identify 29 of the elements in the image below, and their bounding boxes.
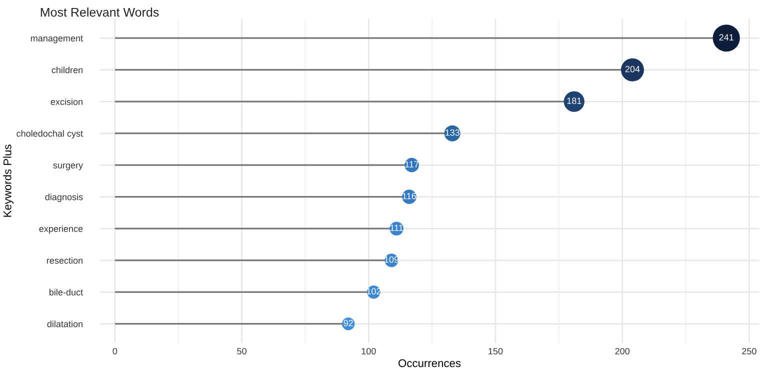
chart-title: Most Relevant Words: [40, 8, 159, 17]
x-tick-label: 0: [112, 348, 118, 354]
data-label: 116: [402, 192, 416, 200]
x-tick-label: 50: [237, 348, 246, 354]
x-tick-label: 200: [615, 348, 630, 354]
data-label: 133: [446, 129, 460, 136]
data-label: 241: [719, 34, 734, 40]
y-tick-label: surgery: [53, 164, 84, 170]
data-label: 204: [625, 66, 640, 72]
x-tick-label: 100: [362, 348, 376, 354]
data-label: 111: [390, 224, 403, 231]
y-tick-label: resection: [47, 257, 82, 264]
data-label: 102: [366, 288, 381, 295]
y-axis-title: Keywords Plus: [3, 144, 14, 217]
y-tick-label: excision: [50, 98, 82, 105]
y-tick-label: choledochal cyst: [16, 130, 83, 138]
x-axis-title: Occurrences: [398, 359, 461, 368]
y-tick-label: experience: [39, 225, 83, 234]
data-label: 92: [344, 320, 353, 326]
y-tick-label: bile-duct: [50, 288, 83, 296]
y-tick-label: diagnosis: [45, 194, 83, 202]
x-tick-label: 150: [488, 348, 503, 354]
data-label: 117: [405, 161, 419, 168]
y-tick-label: dilatation: [47, 320, 82, 328]
data-label: 109: [384, 256, 399, 263]
y-tick-label: management: [30, 36, 83, 44]
x-tick-label: 250: [742, 348, 756, 354]
y-tick-label: children: [52, 66, 82, 74]
data-label: 181: [567, 98, 582, 104]
